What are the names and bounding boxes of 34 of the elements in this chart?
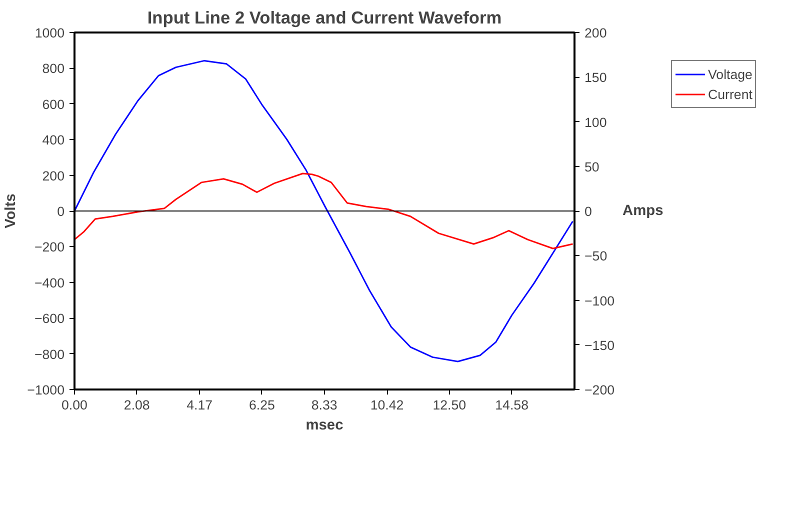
y-tick-label: 0 [57, 204, 65, 219]
x-tick-label: 12.50 [432, 398, 466, 412]
y-tick-label: 1000 [34, 26, 65, 40]
y2-tick-label: 150 [584, 70, 607, 86]
y-tick-label: 400 [42, 132, 65, 148]
legend-label: Current [708, 86, 752, 102]
y-tick-label: −800 [34, 346, 65, 362]
y-tick-label: 800 [42, 61, 65, 76]
y2-tick-label: −50 [584, 248, 608, 264]
y-axis-title: Volts [3, 194, 20, 228]
y-tick-label: −1000 [27, 382, 65, 398]
x-tick-label: 6.25 [248, 398, 275, 412]
y2-tick-label: 0 [584, 204, 592, 219]
x-tick-label: 8.33 [311, 398, 338, 412]
y2-tick-label: −200 [584, 382, 615, 398]
x-tick-label: 2.08 [124, 398, 150, 412]
chart-title: Input Line 2 Voltage and Current Waveform [147, 8, 502, 28]
y2-tick-label: −100 [584, 293, 615, 308]
y-tick-label: 600 [42, 96, 65, 112]
y-tick-label: −200 [34, 240, 65, 255]
y-tick-label: −600 [34, 311, 65, 326]
x-tick-label: 4.17 [186, 398, 213, 412]
legend-label: Voltage [708, 66, 752, 82]
y2-tick-label: −150 [584, 338, 615, 353]
y2-axis-title: Amps [622, 203, 664, 219]
x-tick-label: 0.00 [62, 398, 88, 412]
y-tick-label: 200 [42, 168, 65, 184]
y2-tick-label: 50 [584, 159, 600, 174]
y2-tick-label: 200 [584, 26, 607, 40]
y2-tick-label: 100 [584, 114, 607, 130]
y-tick-label: −400 [34, 275, 65, 290]
x-axis-title: msec [306, 418, 344, 434]
x-tick-label: 10.42 [370, 398, 404, 412]
x-tick-label: 14.58 [495, 398, 528, 412]
